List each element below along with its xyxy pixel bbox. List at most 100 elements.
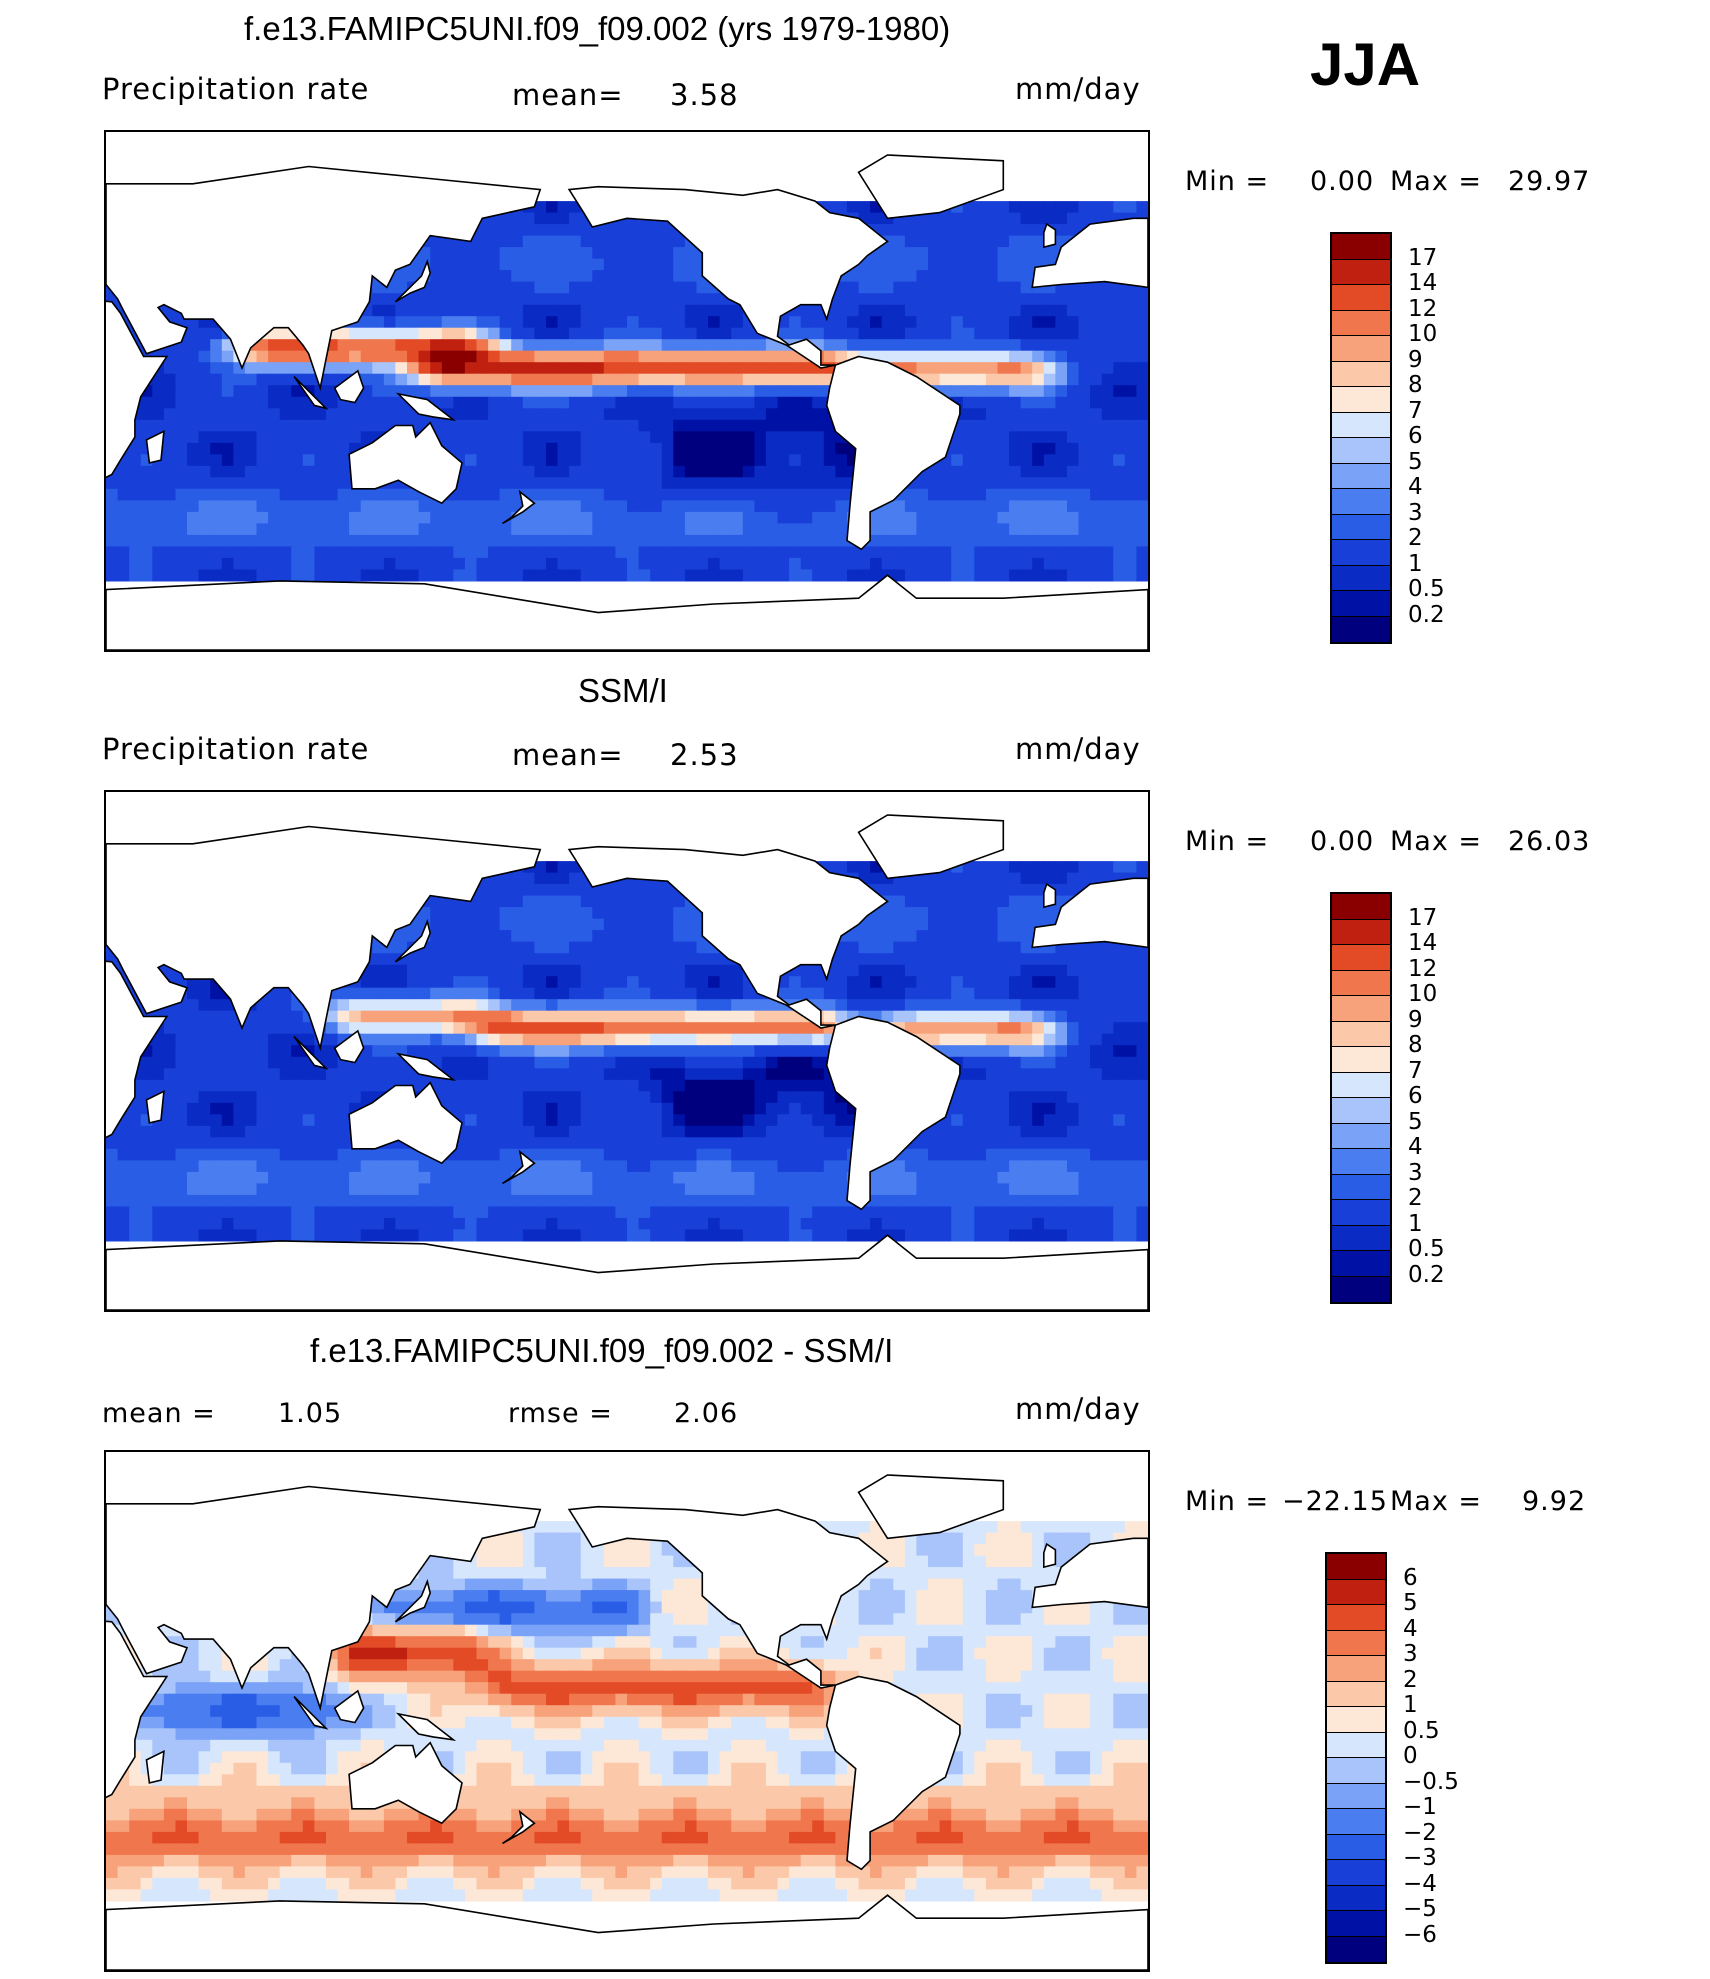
field-cell <box>603 316 616 329</box>
field-cell <box>592 385 605 398</box>
field-cell <box>847 293 860 306</box>
field-cell <box>1055 861 1068 874</box>
field-cell <box>210 987 223 1000</box>
field-cell <box>847 976 860 989</box>
field-cell <box>198 1068 211 1081</box>
field-cell <box>847 999 860 1012</box>
field-cell <box>1078 1068 1091 1081</box>
field-cell <box>951 431 964 444</box>
field-cell <box>928 258 941 271</box>
field-cell <box>661 454 674 467</box>
field-cell <box>627 1010 640 1023</box>
field-cell <box>210 1079 223 1092</box>
field-cell <box>1055 304 1068 317</box>
field-cell <box>985 293 999 306</box>
field-cell <box>117 569 130 582</box>
field-cell <box>198 350 211 363</box>
field-cell <box>383 385 397 398</box>
field-cell <box>974 1079 987 1092</box>
field-cell <box>893 258 906 271</box>
field-cell <box>326 362 339 375</box>
field-cell <box>1032 431 1045 444</box>
field-cell <box>488 918 501 931</box>
field-cell <box>650 293 663 306</box>
field-cell <box>1055 362 1068 375</box>
field-cell <box>441 953 454 966</box>
field-cell <box>939 987 952 1000</box>
field-cell <box>511 895 524 908</box>
field-cell <box>708 304 721 317</box>
field-cell <box>1113 201 1126 214</box>
field-cell <box>210 546 223 559</box>
field-cell <box>395 327 408 340</box>
field-cell <box>615 373 628 386</box>
field-cell <box>742 999 755 1012</box>
field-cell <box>673 454 686 467</box>
field-cell <box>638 293 651 306</box>
field-cell <box>441 546 454 559</box>
field-cell <box>464 454 478 467</box>
field-cell <box>904 884 918 897</box>
field-cell <box>997 431 1010 444</box>
field-cell <box>557 431 570 444</box>
field-cell <box>546 1045 559 1058</box>
field-cell <box>661 293 674 306</box>
field-cell <box>360 500 373 513</box>
field-cell <box>1043 569 1056 582</box>
field-cell <box>835 511 848 524</box>
field-cell <box>314 500 327 513</box>
field-cell <box>974 431 987 444</box>
field-cell <box>603 362 616 375</box>
field-cell <box>395 964 408 977</box>
field-cell <box>522 1010 535 1023</box>
field-cell <box>372 408 385 421</box>
field-cell <box>627 247 640 260</box>
field-cell <box>765 385 779 398</box>
field-cell <box>847 557 860 570</box>
field-cell <box>279 1022 292 1035</box>
field-cell <box>673 1045 686 1058</box>
field-cell <box>360 534 373 547</box>
field-cell <box>1032 861 1045 874</box>
field-cell <box>163 488 177 501</box>
field-cell <box>1055 1022 1068 1035</box>
field-cell <box>279 454 292 467</box>
field-cell <box>580 1022 593 1035</box>
field-cell <box>962 557 975 570</box>
field-cell <box>673 511 686 524</box>
field-cell <box>835 339 848 352</box>
field-cell <box>291 477 304 490</box>
field-cell <box>198 488 211 501</box>
field-cell <box>638 1068 651 1081</box>
field-cell <box>372 1045 385 1058</box>
field-cell <box>928 362 941 375</box>
field-cell <box>279 408 292 421</box>
field-cell <box>1113 385 1126 398</box>
field-cell <box>372 419 385 432</box>
field-cell <box>1136 385 1148 398</box>
field-cell <box>244 1079 258 1092</box>
field-cell <box>1055 385 1068 398</box>
field-cell <box>893 918 906 931</box>
field-cell <box>962 987 975 1000</box>
field-cell <box>974 362 987 375</box>
field-cell <box>1101 569 1114 582</box>
field-cell <box>928 999 941 1012</box>
field-cell <box>187 327 200 340</box>
field-cell <box>951 1022 964 1035</box>
field-cell <box>708 293 721 306</box>
field-cell <box>1055 327 1068 340</box>
field-cell <box>1067 569 1080 582</box>
field-cell <box>985 465 999 478</box>
field-cell <box>372 362 385 375</box>
panel2-mean-label: mean= <box>512 738 624 772</box>
field-cell <box>615 1079 628 1092</box>
field-cell <box>1032 884 1045 897</box>
field-cell <box>522 884 535 897</box>
field-cell <box>592 327 605 340</box>
field-cell <box>326 419 339 432</box>
field-cell <box>789 557 802 570</box>
field-cell <box>835 861 848 874</box>
field-cell <box>453 964 466 977</box>
field-cell <box>210 385 223 398</box>
